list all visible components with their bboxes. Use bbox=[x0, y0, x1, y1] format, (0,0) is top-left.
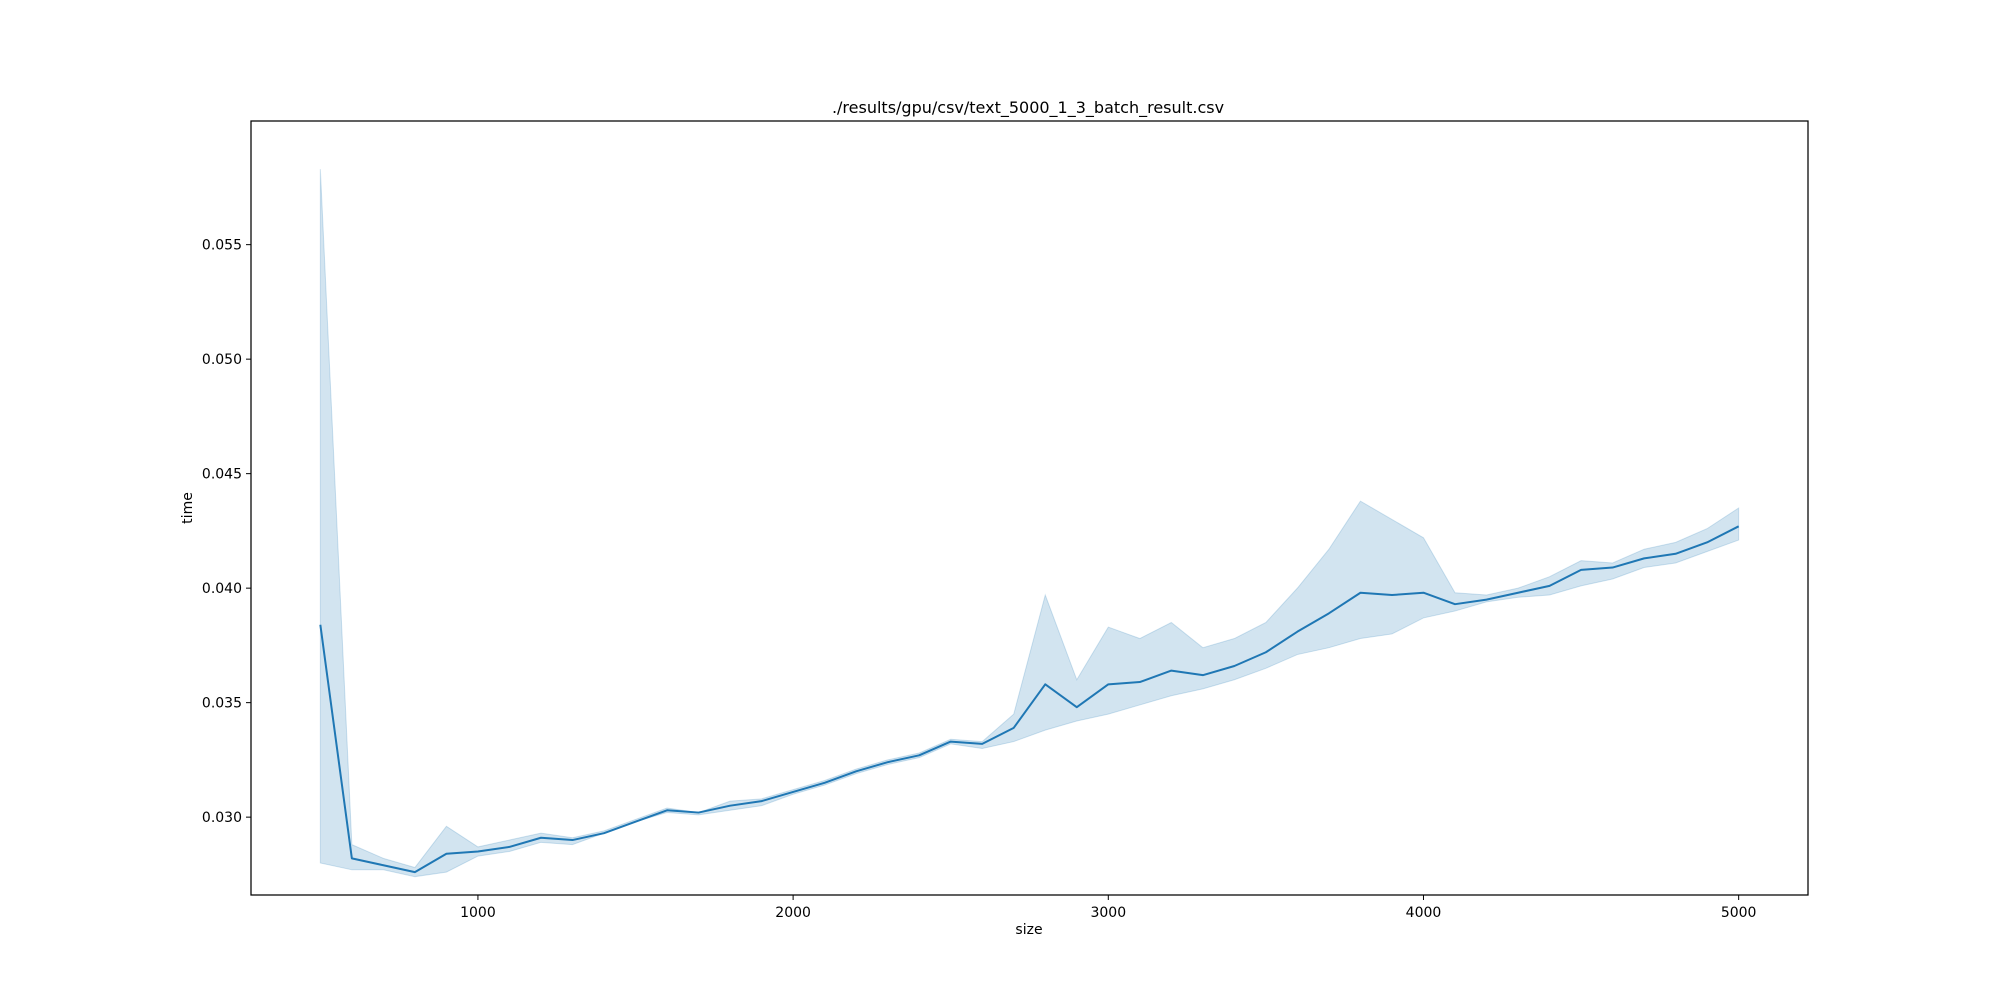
confidence-band bbox=[319, 169, 1740, 878]
y-tick-label: 0.040 bbox=[202, 581, 242, 597]
x-axis-label: size bbox=[1015, 922, 1042, 938]
x-axis: 1000 2000 3000 4000 5000 bbox=[460, 895, 1756, 921]
series-line bbox=[319, 525, 1740, 874]
x-tick-label: 5000 bbox=[1721, 905, 1757, 921]
chart-title: ./results/gpu/csv/text_5000_1_3_batch_re… bbox=[832, 98, 1224, 118]
x-tick-label: 2000 bbox=[775, 905, 811, 921]
x-tick-label: 4000 bbox=[1406, 905, 1442, 921]
y-tick-label: 0.035 bbox=[202, 696, 242, 712]
x-tick-label: 3000 bbox=[1090, 905, 1126, 921]
series-line-layer bbox=[319, 525, 1740, 874]
y-tick-label: 0.045 bbox=[202, 467, 242, 483]
y-tick-label: 0.030 bbox=[202, 810, 242, 826]
y-tick-label: 0.050 bbox=[202, 352, 242, 368]
plot-frame bbox=[250, 120, 1809, 896]
x-tick-label: 1000 bbox=[460, 905, 496, 921]
y-tick-label: 0.055 bbox=[202, 238, 242, 254]
y-axis-label: time bbox=[180, 492, 196, 524]
confidence-band-layer bbox=[319, 169, 1740, 878]
y-axis: 0.030 0.035 0.040 0.045 0.050 0.055 bbox=[202, 238, 251, 826]
